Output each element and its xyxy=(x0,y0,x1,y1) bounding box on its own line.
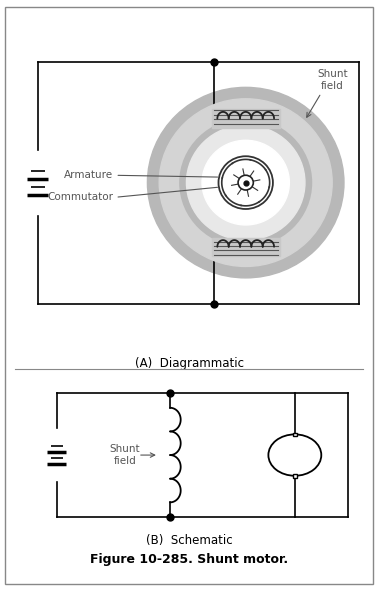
Text: Shunt
field: Shunt field xyxy=(317,69,348,91)
FancyBboxPatch shape xyxy=(212,109,280,128)
Circle shape xyxy=(147,87,344,278)
Text: Shunt
field: Shunt field xyxy=(109,444,140,466)
Text: Armature: Armature xyxy=(64,170,113,180)
Text: (B)  Schematic: (B) Schematic xyxy=(146,534,232,547)
Bar xyxy=(293,433,297,436)
Text: (A)  Diagrammatic: (A) Diagrammatic xyxy=(135,358,243,371)
Circle shape xyxy=(268,434,321,476)
Bar xyxy=(293,474,297,478)
Circle shape xyxy=(186,125,305,240)
Circle shape xyxy=(238,176,253,190)
Circle shape xyxy=(202,140,290,225)
Text: Commutator: Commutator xyxy=(47,192,113,202)
Circle shape xyxy=(159,99,332,267)
Text: Figure 10-285. Shunt motor.: Figure 10-285. Shunt motor. xyxy=(90,553,288,566)
FancyBboxPatch shape xyxy=(212,238,280,256)
Circle shape xyxy=(183,122,308,243)
Circle shape xyxy=(218,156,273,209)
